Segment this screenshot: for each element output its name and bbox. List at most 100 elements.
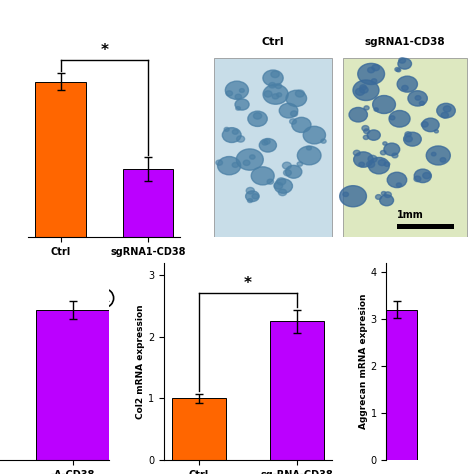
Circle shape (360, 85, 366, 90)
Circle shape (405, 132, 411, 137)
Circle shape (397, 76, 418, 92)
Circle shape (398, 58, 411, 69)
Bar (36, 310, 109, 460)
Circle shape (251, 167, 274, 185)
Circle shape (236, 107, 240, 110)
Circle shape (276, 93, 282, 97)
Bar (397, 224, 454, 229)
Circle shape (250, 155, 255, 159)
Circle shape (408, 91, 428, 106)
Circle shape (224, 128, 229, 131)
Circle shape (381, 150, 386, 155)
Text: Ctrl: Ctrl (262, 37, 284, 47)
Circle shape (441, 112, 448, 118)
Circle shape (372, 64, 380, 71)
Circle shape (378, 160, 386, 165)
Circle shape (303, 126, 326, 144)
Bar (343, 58, 467, 237)
Circle shape (246, 187, 255, 194)
Circle shape (267, 179, 273, 184)
Circle shape (283, 170, 292, 176)
Circle shape (285, 165, 302, 178)
Circle shape (384, 192, 392, 198)
Bar (172, 398, 226, 460)
Circle shape (359, 162, 365, 167)
Circle shape (434, 130, 438, 133)
Circle shape (353, 80, 379, 100)
Circle shape (387, 172, 407, 188)
Circle shape (426, 146, 450, 165)
Circle shape (279, 103, 298, 118)
Circle shape (390, 116, 395, 120)
Circle shape (237, 136, 245, 142)
Circle shape (286, 90, 307, 107)
Circle shape (277, 178, 286, 185)
Circle shape (295, 90, 304, 97)
Circle shape (405, 136, 412, 142)
Circle shape (237, 149, 263, 170)
Circle shape (292, 118, 311, 132)
Circle shape (264, 139, 270, 144)
Bar (270, 321, 324, 460)
Circle shape (443, 106, 451, 112)
Text: *: * (100, 43, 109, 58)
Circle shape (360, 87, 368, 93)
Circle shape (269, 82, 276, 88)
Circle shape (368, 67, 374, 73)
Circle shape (440, 158, 446, 162)
Circle shape (422, 118, 439, 132)
Circle shape (247, 199, 253, 202)
Circle shape (383, 142, 387, 145)
Circle shape (248, 111, 267, 127)
Y-axis label: Col2 mRNA expression: Col2 mRNA expression (137, 304, 146, 419)
Text: 1mm: 1mm (397, 210, 424, 219)
Circle shape (232, 129, 238, 134)
Circle shape (364, 129, 370, 134)
Text: *: * (244, 276, 252, 291)
Circle shape (307, 146, 311, 150)
Circle shape (216, 160, 222, 165)
Circle shape (396, 68, 401, 72)
Circle shape (423, 173, 431, 179)
Circle shape (368, 155, 377, 163)
Circle shape (297, 162, 302, 166)
Circle shape (274, 182, 283, 189)
Circle shape (262, 140, 268, 145)
Circle shape (275, 83, 282, 89)
Circle shape (243, 160, 250, 165)
Circle shape (437, 103, 456, 118)
Circle shape (419, 101, 425, 105)
Circle shape (404, 132, 421, 146)
Circle shape (373, 96, 395, 113)
Circle shape (414, 176, 421, 182)
Y-axis label: Aggrecan mRNA expresion: Aggrecan mRNA expresion (359, 294, 368, 429)
Circle shape (363, 135, 369, 139)
Bar (123, 169, 173, 237)
Circle shape (431, 152, 436, 156)
Circle shape (222, 128, 241, 143)
Circle shape (274, 179, 292, 193)
Circle shape (374, 108, 378, 111)
Circle shape (389, 110, 410, 127)
Circle shape (367, 130, 380, 140)
Circle shape (368, 157, 389, 174)
Circle shape (362, 126, 369, 131)
Circle shape (218, 156, 241, 175)
Circle shape (259, 138, 276, 152)
Circle shape (349, 108, 367, 122)
Circle shape (415, 96, 421, 100)
Circle shape (235, 99, 249, 110)
Circle shape (225, 81, 248, 100)
Circle shape (297, 146, 321, 165)
Circle shape (366, 161, 375, 167)
Circle shape (358, 64, 384, 84)
Circle shape (421, 122, 428, 127)
Circle shape (364, 106, 369, 110)
Circle shape (226, 91, 233, 96)
Circle shape (392, 153, 398, 158)
Circle shape (246, 191, 259, 201)
Circle shape (235, 94, 242, 99)
Circle shape (232, 163, 238, 167)
Circle shape (321, 139, 326, 143)
Circle shape (384, 143, 400, 155)
